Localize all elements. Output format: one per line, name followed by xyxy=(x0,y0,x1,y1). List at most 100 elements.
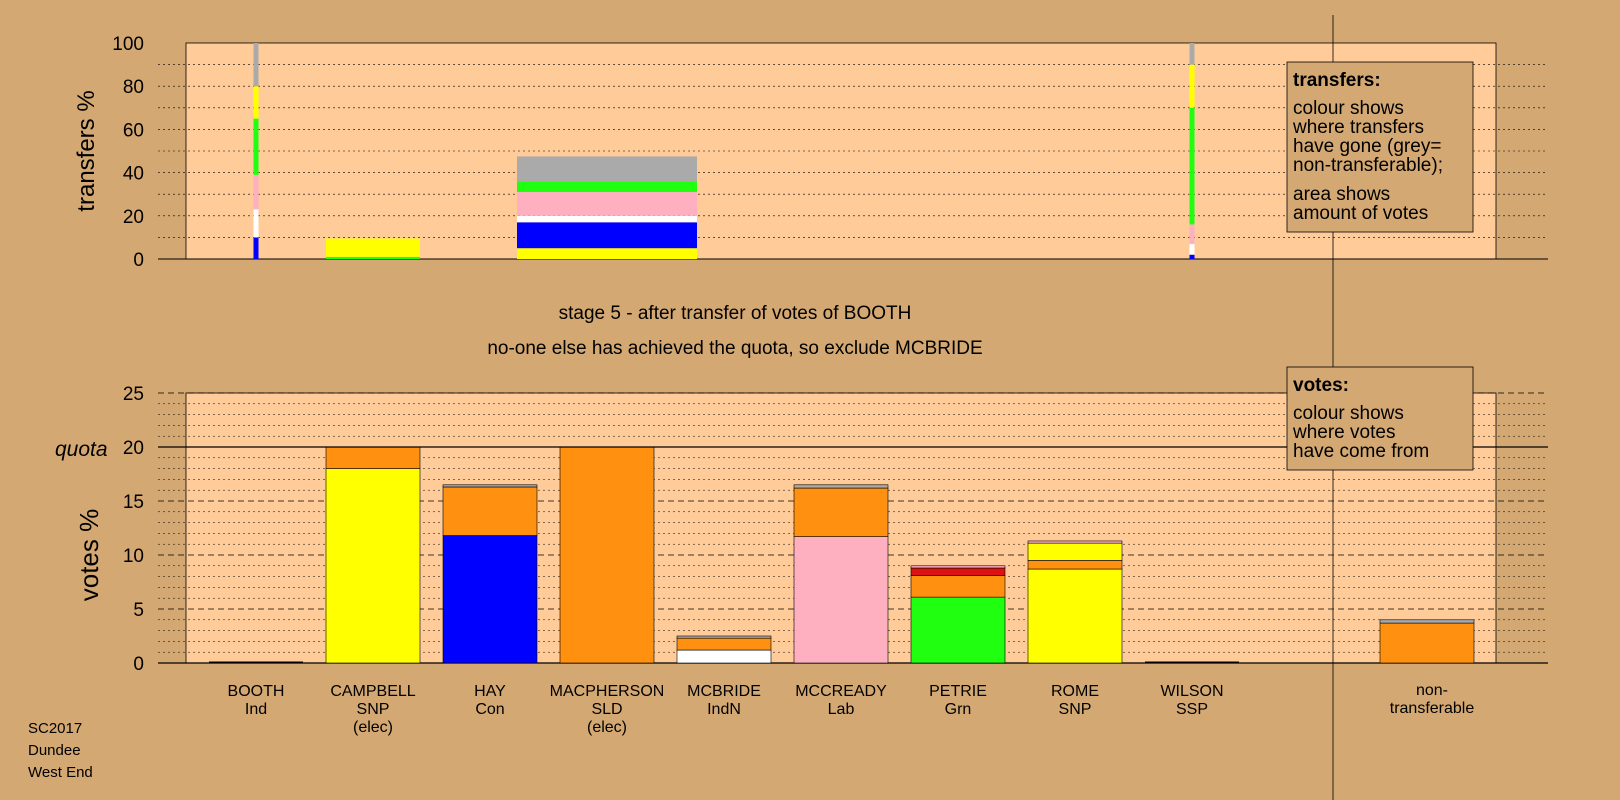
footer-line: West End xyxy=(28,764,93,781)
transfer-segment xyxy=(253,209,259,238)
quota-label: quota xyxy=(55,438,108,461)
transfer-segment xyxy=(1189,107,1195,225)
votes-y-tick-label: 25 xyxy=(123,384,144,405)
candidate-label: Grn xyxy=(945,701,972,718)
transfers-legend-line: where transfers xyxy=(1292,117,1424,138)
votes-legend-heading: votes: xyxy=(1293,375,1349,396)
stage-title: stage 5 - after transfer of votes of BOO… xyxy=(559,303,912,324)
candidate-label: Ind xyxy=(245,701,267,718)
candidate-label: ROME xyxy=(1051,683,1099,700)
transfers-legend-line: non-transferable); xyxy=(1293,155,1443,176)
transfers-legend-heading: transfers: xyxy=(1293,70,1381,91)
vote-segment xyxy=(1379,619,1475,624)
nontransferable-label: non- xyxy=(1416,682,1448,699)
votes-y-tick-label: 5 xyxy=(133,600,144,621)
transfer-bar-booth xyxy=(253,43,259,259)
transfer-bar-macpherson xyxy=(517,156,697,259)
vote-bar xyxy=(442,484,538,664)
transfers-y-tick-label: 80 xyxy=(123,77,144,98)
transfer-segment xyxy=(1189,43,1195,65)
transfers-legend-line: amount of votes xyxy=(1293,203,1428,224)
vote-bar xyxy=(325,446,421,664)
vote-segment xyxy=(910,567,1006,576)
vote-segment xyxy=(1379,622,1475,664)
transfers-chart: 0 20 40 60 80 100 transfers % xyxy=(73,34,1548,271)
transfers-legend-line: area shows xyxy=(1293,184,1390,205)
candidate-label: MCCREADY xyxy=(795,683,887,700)
transfer-segment xyxy=(517,222,697,249)
candidate-label: BOOTH xyxy=(228,683,285,700)
vote-bar xyxy=(793,484,889,664)
votes-legend-line: where votes xyxy=(1292,422,1395,443)
vote-segment xyxy=(676,635,772,639)
candidate-label: SLD xyxy=(591,701,622,718)
vote-bar xyxy=(1027,540,1123,664)
transfers-y-ticks: 0 20 40 60 80 100 xyxy=(112,34,144,271)
vote-segment xyxy=(1027,568,1123,664)
transfers-bars xyxy=(253,43,1195,259)
vote-segment xyxy=(1027,560,1123,570)
footer-line: SC2017 xyxy=(28,720,82,737)
candidate-label: SNP xyxy=(1059,701,1092,718)
transfers-y-axis-label: transfers % xyxy=(73,90,100,211)
votes-legend-line: have come from xyxy=(1293,441,1429,462)
transfers-legend-line: colour shows xyxy=(1293,98,1404,119)
transfer-segment xyxy=(517,192,697,216)
candidate-label: (elec) xyxy=(587,719,627,736)
candidate-label: Lab xyxy=(828,701,855,718)
transfer-segment xyxy=(517,156,697,182)
transfer-segment xyxy=(253,118,259,175)
transfer-segment xyxy=(1189,224,1195,244)
votes-y-tick-label: 0 xyxy=(133,654,144,675)
nontransferable-label: transferable xyxy=(1390,700,1475,717)
vote-segment xyxy=(325,468,421,664)
transfer-segment xyxy=(1189,243,1195,255)
vote-segment xyxy=(442,484,538,488)
transfer-segment xyxy=(253,237,259,259)
vote-bar xyxy=(676,635,772,664)
vote-segment xyxy=(1027,540,1123,544)
votes-y-tick-label: 15 xyxy=(123,492,144,513)
candidate-label: CAMPBELL xyxy=(330,683,415,700)
transfers-grid xyxy=(158,64,1548,260)
candidate-label: MACPHERSON xyxy=(550,683,665,700)
transfer-segment xyxy=(253,43,259,87)
candidate-label: PETRIE xyxy=(929,683,987,700)
vote-segment xyxy=(793,536,889,664)
transfer-bar-wilson xyxy=(1189,43,1195,259)
votes-y-axis-label: votes % xyxy=(74,509,104,602)
footer-info: SC2017 Dundee West End xyxy=(28,720,93,781)
votes-legend-line: colour shows xyxy=(1293,403,1404,424)
transfer-segment xyxy=(517,181,697,193)
candidate-label: (elec) xyxy=(353,719,393,736)
transfer-segment xyxy=(326,238,420,257)
candidate-label: HAY xyxy=(474,683,506,700)
transfers-legend-frame xyxy=(1286,61,1474,233)
candidate-label: SSP xyxy=(1176,701,1208,718)
footer-line: Dundee xyxy=(28,742,81,759)
vote-segment xyxy=(325,446,421,469)
vote-segment xyxy=(910,565,1006,569)
votes-y-ticks: 0 5 10 15 20 25 xyxy=(123,384,144,675)
vote-segment xyxy=(910,575,1006,598)
vote-segment xyxy=(559,446,655,664)
transfer-segment xyxy=(517,248,697,259)
stage-subtitle: no-one else has achieved the quota, so e… xyxy=(487,338,982,359)
vote-bar xyxy=(559,446,655,664)
transfers-y-tick-label: 0 xyxy=(133,250,144,271)
transfers-legend-line: have gone (grey= xyxy=(1293,136,1441,157)
votes-y-tick-label: 10 xyxy=(123,546,144,567)
candidate-label: Con xyxy=(475,701,504,718)
votes-bars xyxy=(209,446,1475,664)
transfers-y-tick-label: 20 xyxy=(123,207,144,228)
transfers-y-tick-label: 40 xyxy=(123,164,144,185)
vote-segment xyxy=(1027,542,1123,561)
votes-legend-box: votes: colour shows where votes have com… xyxy=(1286,366,1474,471)
transfer-segment xyxy=(1189,64,1195,108)
candidate-label: IndN xyxy=(707,701,741,718)
transfer-segment xyxy=(326,256,420,259)
vote-segment xyxy=(910,596,1006,664)
